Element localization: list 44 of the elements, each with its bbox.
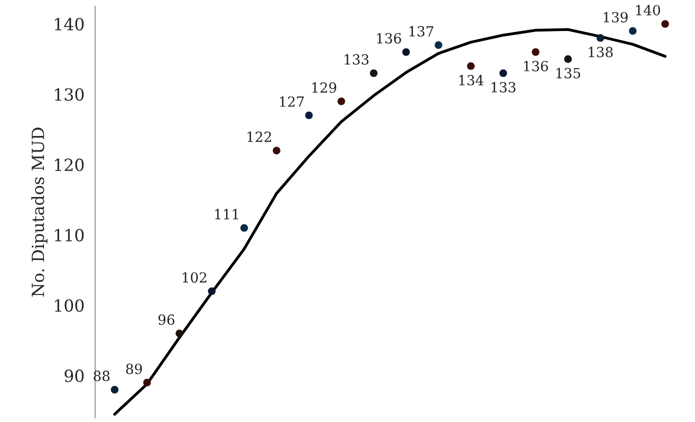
- point: [370, 69, 378, 77]
- point: [564, 55, 572, 63]
- point: [110, 386, 118, 394]
- point: [176, 330, 184, 338]
- data-label: 138: [588, 46, 613, 58]
- y-axis-title: No. Diputados MUD: [31, 128, 48, 297]
- point: [467, 62, 475, 70]
- point: [434, 41, 442, 49]
- data-label: 140: [636, 4, 660, 16]
- point: [402, 48, 410, 56]
- data-label: 89: [126, 364, 142, 374]
- point: [596, 34, 604, 42]
- data-label: 133: [492, 82, 516, 92]
- data-label: 102: [182, 272, 206, 283]
- point: [532, 48, 540, 56]
- data-label: 88: [94, 370, 110, 382]
- data-label: 122: [248, 132, 272, 142]
- point: [143, 378, 151, 386]
- data-label: 111: [215, 208, 238, 220]
- point: [208, 287, 216, 295]
- data-label: 127: [280, 96, 304, 107]
- data-label: 135: [556, 68, 580, 78]
- data-label: 136: [524, 60, 548, 72]
- data-label: 136: [377, 33, 402, 44]
- point: [240, 224, 248, 232]
- y-tick-label: 90: [64, 370, 84, 382]
- y-tick-label: 140: [55, 18, 84, 30]
- data-label: 134: [459, 74, 484, 86]
- point: [272, 146, 280, 154]
- point: [305, 112, 313, 120]
- y-tick-label: 120: [55, 158, 84, 172]
- point: [628, 27, 637, 35]
- data-label: 137: [409, 26, 434, 37]
- point: [338, 97, 346, 106]
- line-series: [113, 28, 667, 416]
- point: [499, 69, 508, 77]
- y-tick-label: 100: [55, 299, 84, 312]
- data-label: 96: [158, 314, 174, 325]
- data-label: 129: [312, 82, 336, 93]
- data-label: 133: [344, 54, 369, 65]
- y-tick-label: 130: [55, 88, 84, 101]
- y-tick-label: 110: [55, 228, 84, 242]
- point: [661, 20, 669, 28]
- data-label: 139: [604, 12, 628, 22]
